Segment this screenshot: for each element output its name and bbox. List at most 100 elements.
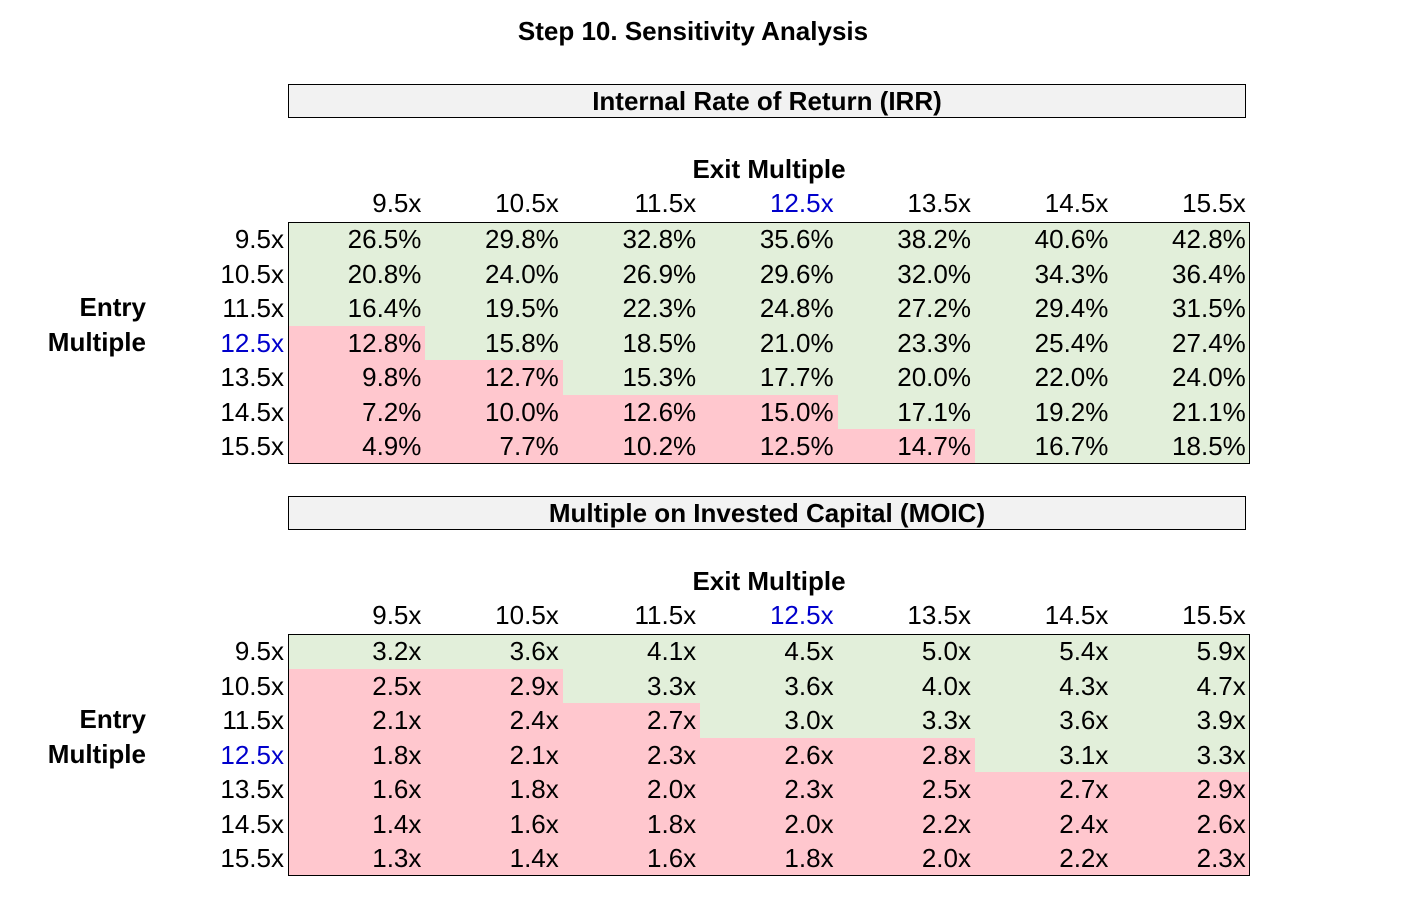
table-cell: 3.2x <box>289 635 426 669</box>
table-cell: 26.5% <box>289 223 426 257</box>
column-headers: 9.5x 10.5x 11.5x 12.5x 13.5x 14.5x 15.5x <box>288 600 1250 632</box>
table-cell: 15.0% <box>700 394 838 429</box>
table-cell: 5.9x <box>1112 635 1249 669</box>
table-cell: 10.0% <box>425 394 563 429</box>
table-cell: 7.7% <box>425 429 563 463</box>
table-cell: 22.0% <box>975 360 1113 395</box>
table-cell: 19.5% <box>425 291 563 326</box>
exit-multiple-label: Exit Multiple <box>692 154 846 184</box>
table-cell: 34.3% <box>975 256 1113 291</box>
table-cell: 23.3% <box>837 325 975 360</box>
table-cell: 14.7% <box>837 429 975 463</box>
column-headers: 9.5x 10.5x 11.5x 12.5x 13.5x 14.5x 15.5x <box>288 188 1250 220</box>
table-cell: 12.5% <box>700 429 838 463</box>
table-cell: 2.5x <box>837 772 975 807</box>
moic-section: Multiple on Invested Capital (MOIC) Exit… <box>0 496 1422 876</box>
table-cell: 24.8% <box>700 291 838 326</box>
table-cell: 1.8x <box>562 806 701 841</box>
table-cell: 2.4x <box>425 703 563 738</box>
table-cell: 5.0x <box>837 635 975 669</box>
table-cell: 3.6x <box>975 703 1113 738</box>
entry-multiple-label: Entry Multiple <box>20 702 146 772</box>
exit-multiple-header: 15.5x <box>1182 600 1246 630</box>
table-cell: 4.9% <box>289 429 426 463</box>
page-title: Step 10. Sensitivity Analysis <box>517 16 869 46</box>
table-cell: 2.7x <box>562 703 701 738</box>
table-cell: 17.7% <box>700 360 838 395</box>
table-cell: 2.8x <box>837 737 975 772</box>
table-cell: 17.1% <box>837 394 975 429</box>
table-cell: 24.0% <box>1112 360 1249 395</box>
table-cell: 2.0x <box>837 841 975 875</box>
table-cell: 16.7% <box>975 429 1113 463</box>
table-cell: 29.8% <box>425 223 563 257</box>
table-cell: 2.7x <box>975 772 1113 807</box>
table-cell: 1.6x <box>562 841 701 875</box>
table-cell: 7.2% <box>289 394 426 429</box>
table-cell: 1.4x <box>289 806 426 841</box>
table-cell: 32.0% <box>837 256 975 291</box>
table-cell: 20.0% <box>837 360 975 395</box>
table-cell: 2.6x <box>700 737 838 772</box>
table-cell: 3.3x <box>562 668 701 703</box>
exit-multiple-header: 14.5x <box>1044 600 1109 630</box>
table-cell: 4.3x <box>975 668 1113 703</box>
table-cell: 3.3x <box>1112 737 1249 772</box>
table-cell: 1.8x <box>700 841 838 875</box>
table-cell: 2.5x <box>289 668 426 703</box>
moic-grid: 3.2x 3.6x 4.1x 4.5x 5.0x 5.4x 5.9x 2.5x 2.9x 3.3x… <box>288 634 1250 876</box>
exit-multiple-header: 15.5x <box>1182 188 1246 218</box>
entry-label-line1: Entry <box>79 292 146 322</box>
table-cell: 5.4x <box>975 635 1113 669</box>
entry-multiple-header: 9.5x <box>234 224 284 254</box>
entry-multiple-header: 10.5x <box>220 258 284 289</box>
table-cell: 2.3x <box>1112 841 1249 875</box>
table-cell: 4.7x <box>1112 668 1249 703</box>
table-cell: 21.1% <box>1112 394 1249 429</box>
exit-multiple-header: 12.5x <box>769 600 834 630</box>
table-cell: 1.8x <box>425 772 563 807</box>
table-cell: 1.6x <box>289 772 426 807</box>
table-cell: 19.2% <box>975 394 1113 429</box>
table-cell: 18.5% <box>562 325 701 360</box>
table-cell: 15.3% <box>562 360 701 395</box>
table-cell: 4.5x <box>700 635 838 669</box>
entry-label-line2: Multiple <box>47 739 146 769</box>
table-cell: 3.3x <box>837 703 975 738</box>
table-cell: 12.6% <box>562 394 701 429</box>
entry-multiple-header: 14.5x <box>220 396 284 427</box>
table-cell: 2.2x <box>975 841 1113 875</box>
table-cell: 1.4x <box>425 841 563 875</box>
entry-label-line1: Entry <box>79 704 146 734</box>
table-cell: 2.0x <box>562 772 701 807</box>
table-cell: 1.3x <box>289 841 426 875</box>
irr-grid: 26.5% 29.8% 32.8% 35.6% 38.2% 40.6% 42.8% 20.8%… <box>288 222 1250 464</box>
table-cell: 12.7% <box>425 360 563 395</box>
table-cell: 18.5% <box>1112 429 1249 463</box>
exit-multiple-header: 9.5x <box>372 600 422 630</box>
exit-multiple-header: 14.5x <box>1044 188 1109 218</box>
irr-section: Internal Rate of Return (IRR) Exit Multi… <box>0 84 1422 464</box>
table-cell: 22.3% <box>562 291 701 326</box>
table-cell: 4.1x <box>562 635 701 669</box>
table-cell: 16.4% <box>289 291 426 326</box>
table-cell: 3.1x <box>975 737 1113 772</box>
table-cell: 2.9x <box>1112 772 1249 807</box>
entry-multiple-header: 12.5x <box>220 739 284 770</box>
table-cell: 42.8% <box>1112 223 1249 257</box>
table-cell: 29.4% <box>975 291 1113 326</box>
entry-multiple-header: 13.5x <box>220 774 284 804</box>
table-cell: 2.3x <box>562 737 701 772</box>
table-cell: 4.0x <box>837 668 975 703</box>
exit-multiple-label: Exit Multiple <box>692 566 846 596</box>
table-cell: 26.9% <box>562 256 701 291</box>
table-cell: 2.3x <box>700 772 838 807</box>
table-cell: 25.4% <box>975 325 1113 360</box>
exit-multiple-header: 12.5x <box>769 188 834 218</box>
exit-multiple-header: 13.5x <box>907 600 971 630</box>
entry-multiple-header: 14.5x <box>220 808 284 839</box>
entry-multiple-header: 10.5x <box>220 670 284 701</box>
table-cell: 2.9x <box>425 668 563 703</box>
entry-multiple-header: 11.5x <box>222 293 284 323</box>
exit-multiple-header: 13.5x <box>907 188 971 218</box>
